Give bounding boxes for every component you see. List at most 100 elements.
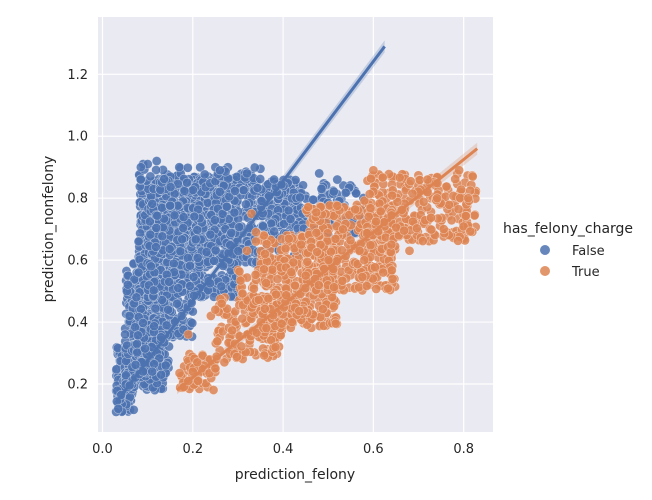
series-false-point (179, 185, 190, 196)
series-false-point (133, 267, 144, 278)
series-false-point (316, 183, 327, 194)
series-true-point (378, 267, 389, 278)
series-false-point (151, 222, 162, 233)
series-false-point (111, 364, 122, 375)
series-false-point (214, 165, 225, 176)
series-true-point (354, 245, 365, 256)
series-true-point (394, 172, 405, 183)
series-true-point (193, 376, 203, 386)
series-false-point (192, 225, 203, 235)
series-true-point (392, 196, 403, 207)
series-true-point (453, 204, 464, 215)
series-true-point (387, 273, 398, 284)
series-true-point (212, 336, 223, 347)
series-false-point (240, 199, 251, 210)
y-tick-label: 0.6 (67, 254, 88, 269)
series-true-point (227, 325, 238, 336)
series-true-point (368, 165, 379, 176)
series-false-point (210, 245, 221, 256)
regression-line-false (114, 45, 386, 404)
y-tick-label: 0.4 (67, 316, 88, 331)
series-true-point (250, 269, 261, 280)
series-false-point (147, 198, 158, 209)
series-false-point (238, 185, 249, 196)
series-true-point (232, 351, 242, 362)
series-true-point (407, 188, 418, 199)
series-false-point (157, 231, 168, 242)
series-false-point (209, 255, 219, 266)
y-axis-title: prediction_nonfelony (41, 156, 57, 303)
series-false-point (152, 210, 163, 221)
series-false-point (124, 310, 135, 321)
series-false-point (161, 320, 172, 331)
series-false-point (192, 252, 203, 263)
series-true-point (236, 341, 247, 352)
series-true-point (467, 171, 478, 182)
series-true-point (289, 280, 300, 291)
series-true-point (261, 278, 271, 288)
series-true-point (183, 329, 194, 340)
series-false-point (150, 303, 161, 314)
series-false-point (182, 177, 192, 188)
series-true-point (281, 290, 292, 301)
series-false-point (314, 168, 325, 179)
series-false-point (173, 283, 184, 293)
series-false-point (283, 205, 294, 216)
series-true-point (192, 357, 203, 368)
x-axis-title: prediction_felony (235, 467, 355, 483)
series-true-point (253, 294, 264, 305)
series-true-point (337, 224, 348, 235)
series-true-point (383, 283, 393, 294)
series-false-point (209, 215, 220, 225)
series-true-point (174, 368, 185, 378)
series-false-point (132, 330, 143, 341)
series-true-point (271, 289, 281, 300)
series-true-point (454, 165, 464, 176)
series-true-point (216, 298, 227, 309)
series-true-point (371, 283, 382, 294)
series-false-point (150, 242, 161, 252)
regression-lines (114, 40, 479, 407)
series-false-point (131, 292, 142, 303)
series-true-point (248, 283, 259, 294)
series-true-point (261, 323, 272, 334)
series-true-point (458, 221, 469, 232)
series-false-point (145, 171, 156, 182)
series-true-point (208, 385, 219, 395)
series-false-point (174, 162, 185, 173)
series-false-point (160, 360, 171, 371)
series-true-point (296, 239, 306, 250)
series-true-point (450, 174, 461, 184)
series-false-point (113, 403, 124, 414)
series-false-point (195, 162, 206, 173)
series-false-point (252, 183, 263, 193)
series-true-point (210, 363, 221, 374)
series-true-point (438, 224, 449, 234)
series-true-point (357, 271, 368, 282)
series-true-point (302, 256, 313, 267)
series-true-point (237, 288, 248, 299)
series-false-point (199, 169, 210, 180)
series-false-point (185, 260, 195, 271)
series-false-point (242, 168, 252, 179)
series-true-point (234, 266, 245, 277)
series-true-point (399, 225, 409, 236)
series-true-point (386, 265, 397, 276)
series-false-point (340, 187, 351, 198)
series-false-point (156, 369, 167, 380)
series-false-point (201, 247, 212, 257)
series-true-point (267, 264, 278, 275)
series-false-point (138, 317, 148, 328)
series-true-point (260, 248, 270, 259)
series-true-point (259, 264, 269, 275)
series-true-point (350, 204, 361, 215)
series-false-point (182, 162, 193, 173)
series-false-point (165, 200, 175, 211)
series-false-point (178, 212, 189, 222)
series-true-point (276, 318, 287, 329)
series-false-point (234, 222, 245, 232)
series-true-point (303, 202, 314, 212)
series-true-point (371, 216, 381, 227)
series-false-point (269, 174, 279, 185)
series-true-point (453, 235, 463, 246)
